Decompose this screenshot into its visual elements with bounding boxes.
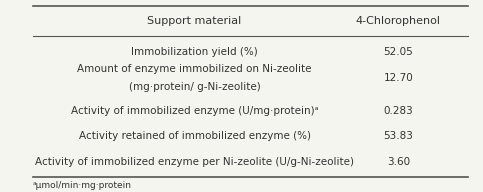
Text: 0.283: 0.283: [384, 106, 413, 116]
Text: Immobilization yield (%): Immobilization yield (%): [131, 47, 258, 57]
Text: ᵃμmol/min·mg·protein: ᵃμmol/min·mg·protein: [32, 181, 131, 190]
Text: 53.83: 53.83: [384, 131, 413, 141]
Text: 3.60: 3.60: [387, 157, 410, 167]
Text: (mg·protein/ g-Ni-zeolite): (mg·protein/ g-Ni-zeolite): [128, 82, 260, 92]
Text: Activity retained of immobilized enzyme (%): Activity retained of immobilized enzyme …: [79, 131, 311, 141]
Text: 52.05: 52.05: [384, 47, 413, 57]
Text: Activity of immobilized enzyme (U/mg·protein)ᵃ: Activity of immobilized enzyme (U/mg·pro…: [71, 106, 318, 116]
Text: 12.70: 12.70: [384, 73, 413, 83]
Text: 4-Chlorophenol: 4-Chlorophenol: [356, 16, 441, 26]
Text: Amount of enzyme immobilized on Ni-zeolite: Amount of enzyme immobilized on Ni-zeoli…: [77, 64, 312, 74]
Text: Activity of immobilized enzyme per Ni-zeolite (U/g-Ni-zeolite): Activity of immobilized enzyme per Ni-ze…: [35, 157, 354, 167]
Text: Support material: Support material: [147, 16, 242, 26]
